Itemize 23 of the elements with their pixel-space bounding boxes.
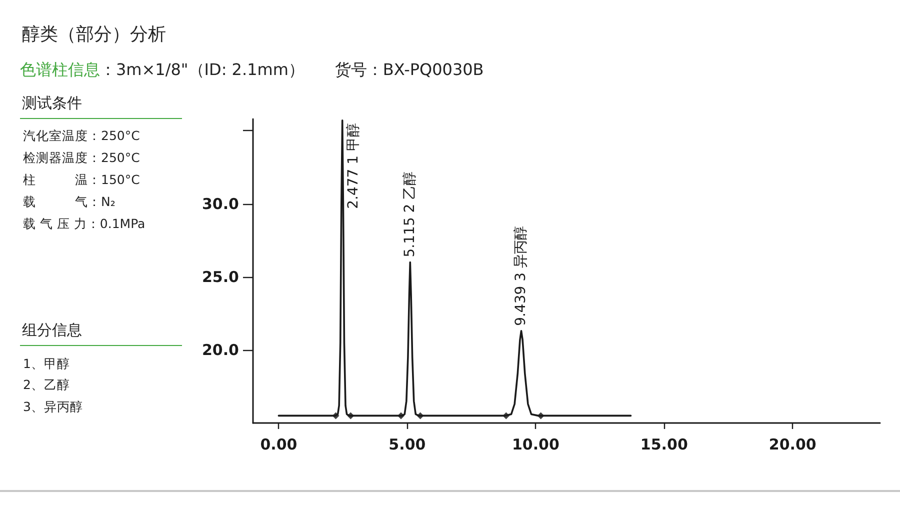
text: 载 气 压 力：0.1MPa [23, 215, 146, 233]
text: 3、异丙醇 [23, 398, 83, 416]
annotation: 2.477 1 甲醇 [345, 122, 362, 209]
text: 醇类（部分）分析 [22, 23, 166, 47]
annotation: 5.115 2 乙醇 [402, 171, 418, 258]
text: 测试条件 [22, 93, 82, 113]
x-tick-label: 15.00 [640, 436, 688, 454]
text: 汽化室温度：250°C [23, 127, 140, 145]
y-tick-label: 20.0 [202, 340, 239, 359]
text: 柱 温：150°C [23, 171, 140, 189]
text: 1、甲醇 [23, 355, 70, 373]
chart-subtitle: 色谱柱信息：3m×1/8"（ID: 2.1mm） 货号：BX-PQ0030B [20, 60, 484, 79]
annotation: 9.439 3 异丙醇 [513, 226, 530, 326]
x-tick-label: 10.00 [512, 436, 560, 454]
y-tick-label: 30.0 [202, 194, 239, 213]
x-tick-label: 5.00 [388, 436, 426, 454]
text: 组分信息 [22, 320, 82, 340]
text: 检测器温度：250°C [23, 149, 140, 167]
x-tick-label: 20.00 [768, 436, 816, 454]
text: 载 气：N₂ [23, 193, 116, 211]
y-tick-label: 25.0 [202, 268, 239, 286]
x-tick-label: 0.00 [260, 436, 298, 454]
text: 2、乙醇 [23, 376, 70, 394]
